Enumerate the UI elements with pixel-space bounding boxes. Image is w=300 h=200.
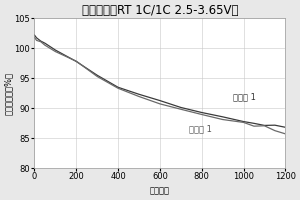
Text: 对比例 1: 对比例 1 [189, 124, 212, 133]
Text: 实施例 1: 实施例 1 [233, 92, 256, 101]
Title: 循环寿命（RT 1C/1C 2.5-3.65V）: 循环寿命（RT 1C/1C 2.5-3.65V） [82, 4, 238, 17]
Y-axis label: 容量保持率（%）: 容量保持率（%） [4, 72, 13, 115]
X-axis label: 循环次数: 循环次数 [150, 187, 170, 196]
